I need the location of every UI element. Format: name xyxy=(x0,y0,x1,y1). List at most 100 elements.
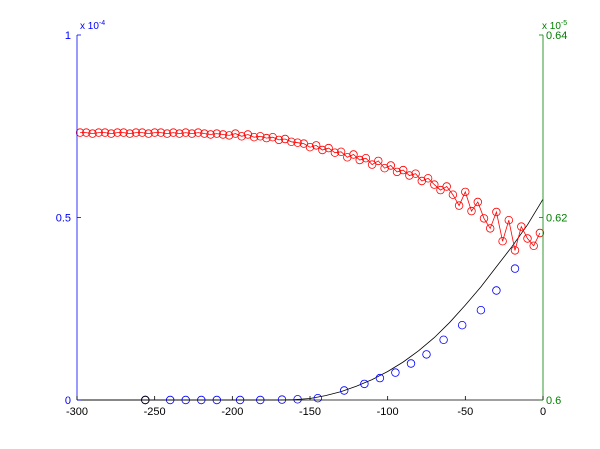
x-tick-label: -150 xyxy=(299,406,321,418)
series-3-point xyxy=(305,142,315,152)
series-1-point xyxy=(492,286,501,295)
series-3-point xyxy=(336,147,346,156)
right-multiplier-base: x 10 xyxy=(542,21,561,32)
series-3-point xyxy=(193,128,203,137)
series-3-point xyxy=(256,132,265,141)
series-3-point xyxy=(212,129,221,138)
series-3-point xyxy=(262,133,271,143)
series-1-point xyxy=(510,264,520,273)
series-3-point xyxy=(181,128,190,137)
right-y-tick-label: 0.6 xyxy=(546,395,561,407)
axes: -300 -250 -200 -150 -100 -50 0 0 0.5 1 0.6 0.62 0.64… xyxy=(56,20,568,418)
right-y-tick-label: 0.62 xyxy=(546,213,567,225)
series-3-point xyxy=(330,148,340,157)
series-3-point xyxy=(106,129,116,138)
series-3-point xyxy=(367,160,377,169)
left-y-tick-label: 0.5 xyxy=(56,213,71,225)
series-3-point xyxy=(361,153,371,163)
x-tick-label: -100 xyxy=(377,406,399,418)
series-3-point xyxy=(442,182,451,191)
series-3-point xyxy=(355,155,364,165)
series-3-point xyxy=(510,246,520,255)
series-3-point xyxy=(535,228,545,238)
series-3-point xyxy=(224,131,234,140)
series-3-point xyxy=(274,135,284,145)
series-3-point xyxy=(125,129,134,138)
series-3-point xyxy=(318,145,327,155)
series-1-point xyxy=(391,368,400,377)
series-3-point xyxy=(82,128,91,137)
series-3-point xyxy=(94,128,103,137)
series-3-point xyxy=(405,171,414,180)
series-1-point xyxy=(375,373,385,383)
series-3-point xyxy=(287,137,296,146)
series-3-point xyxy=(88,129,97,138)
series-1-point xyxy=(476,306,486,315)
series-3-point xyxy=(144,129,153,138)
series-3-point xyxy=(131,128,141,137)
series-3-point xyxy=(461,187,470,197)
left-y-tick-label: 1 xyxy=(65,30,71,42)
x-tick-label: -200 xyxy=(221,406,243,418)
series-3-point xyxy=(492,207,501,217)
series-0-line xyxy=(77,198,544,401)
series-3-point xyxy=(75,128,85,137)
series-3-point xyxy=(454,201,464,210)
series-3-point xyxy=(374,156,383,166)
series-3-point xyxy=(162,129,172,138)
series-3-point xyxy=(486,224,495,233)
series-1-point xyxy=(293,395,302,404)
series-3-point xyxy=(392,167,402,177)
series-3-point xyxy=(349,150,358,159)
series-3-point xyxy=(137,128,147,137)
series-3-point xyxy=(467,206,476,216)
series-3-point xyxy=(200,129,209,138)
series-3-point xyxy=(436,185,445,195)
series-1-point xyxy=(406,359,416,368)
series-3-point xyxy=(206,130,215,139)
x-tick-label: -300 xyxy=(66,406,88,418)
left-multiplier-base: x 10 xyxy=(80,21,99,32)
series-3-point xyxy=(299,139,308,148)
series-markers xyxy=(75,128,545,405)
series-3-point xyxy=(517,222,526,231)
series-3-point xyxy=(119,128,128,137)
series-3-point xyxy=(399,165,408,175)
x-tick-label: 0 xyxy=(540,406,546,418)
right-y-tick-label: 0.64 xyxy=(546,30,567,42)
series-1-point xyxy=(360,379,369,389)
series-3-point xyxy=(187,129,197,138)
series-3-line xyxy=(80,132,541,251)
series-3-point xyxy=(448,190,458,199)
right-axis-multiplier: x 10-5 xyxy=(542,20,567,32)
series-3-point xyxy=(237,132,246,141)
left-axis-multiplier: x 10-4 xyxy=(80,20,105,32)
series-1-point xyxy=(313,394,322,403)
series-3-point xyxy=(523,234,532,243)
series-3-point xyxy=(312,141,321,150)
right-multiplier-exponent: -5 xyxy=(561,20,567,27)
series-3-point xyxy=(386,161,395,170)
series-3-point xyxy=(175,129,184,138)
series-1-point xyxy=(439,335,448,344)
series-3-point xyxy=(249,132,259,142)
series-3-point xyxy=(504,215,513,225)
series-3-point xyxy=(529,241,538,250)
series-3-point xyxy=(113,128,122,137)
left-multiplier-exponent: -4 xyxy=(99,20,105,27)
series-1-point xyxy=(340,386,349,395)
left-y-tick-label: 0 xyxy=(65,395,71,407)
series-3-point xyxy=(473,197,482,207)
x-tick-label: -50 xyxy=(457,406,473,418)
series-3-point xyxy=(150,128,159,137)
series-3-point xyxy=(218,130,228,139)
series-3-point xyxy=(430,180,439,189)
series-3-point xyxy=(156,128,166,137)
series-3-point xyxy=(293,138,302,147)
series-3-point xyxy=(411,169,420,178)
series-3-point xyxy=(423,174,433,183)
series-3-point xyxy=(100,128,110,137)
series-3-point xyxy=(479,214,489,223)
series-3-point xyxy=(498,236,507,246)
